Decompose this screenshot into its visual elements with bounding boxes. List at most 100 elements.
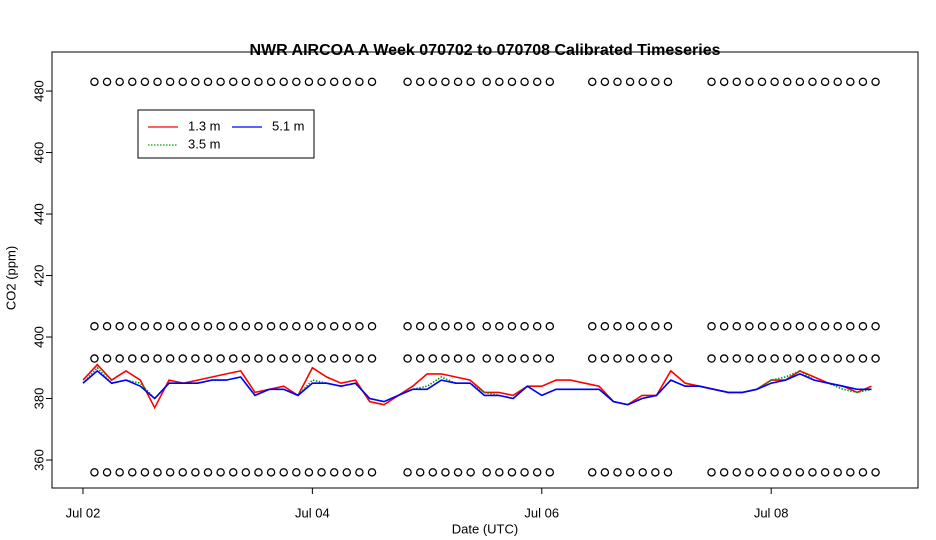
calibration-point [745, 322, 754, 331]
calibration-point [102, 322, 112, 331]
calibration-point [651, 354, 660, 363]
calibration-point [745, 77, 754, 87]
calibration-point [355, 77, 364, 87]
calibration-point [304, 77, 314, 87]
calibration-point [342, 77, 352, 87]
calibration-point [600, 77, 610, 87]
calibration-point [625, 77, 635, 87]
calibration-point [732, 322, 742, 331]
calibration-point [165, 468, 175, 477]
calibration-point [638, 322, 647, 331]
y-tick-label: 400 [31, 326, 46, 348]
calibration-point [203, 468, 213, 477]
calibration-point [858, 354, 868, 363]
calibration-point [428, 354, 438, 363]
calibration-point [707, 77, 716, 87]
calibration-point [216, 77, 225, 87]
calibration-point [191, 322, 200, 331]
calibration-point [732, 354, 742, 363]
calibration-point [846, 322, 855, 331]
calibration-point [795, 468, 805, 477]
calibration-point [241, 77, 251, 87]
calibration-point [441, 468, 450, 477]
calibration-point [770, 354, 779, 363]
calibration-point [203, 354, 213, 363]
calibration-point [428, 77, 438, 87]
calibration-point [140, 354, 150, 363]
calibration-point [757, 322, 767, 331]
calibration-point [441, 322, 450, 331]
calibration-point [329, 77, 339, 87]
calibration-point [507, 77, 517, 87]
calibration-point [203, 322, 213, 331]
calibration-point [707, 354, 716, 363]
chart-title: NWR AIRCOA A Week 070702 to 070708 Calib… [249, 42, 720, 59]
calibration-point [663, 77, 673, 87]
calibration-point [820, 468, 830, 477]
calibration-point [732, 77, 742, 87]
legend-label: 5.1 m [272, 118, 305, 133]
calibration-point [625, 322, 635, 331]
calibration-point [808, 77, 817, 87]
calibration-point [770, 322, 779, 331]
calibration-point [342, 354, 352, 363]
calibration-point [317, 468, 326, 477]
calibration-point [90, 354, 99, 363]
calibration-point [466, 77, 475, 87]
calibration-point [625, 468, 635, 477]
calibration-point [317, 322, 326, 331]
calibration-point [808, 322, 817, 331]
calibration-point [466, 354, 475, 363]
calibration-point [507, 322, 517, 331]
calibration-point [292, 77, 301, 87]
calibration-point [545, 322, 555, 331]
y-tick-label: 360 [31, 449, 46, 471]
calibration-point [329, 322, 339, 331]
calibration-point [165, 354, 175, 363]
calibration-point [254, 77, 263, 87]
calibration-point [795, 322, 805, 331]
calibration-point [140, 468, 150, 477]
plot-frame [51, 51, 919, 489]
calibration-point [415, 322, 425, 331]
series-line [82, 369, 872, 406]
calibration-point [254, 354, 263, 363]
calibration-point [304, 354, 314, 363]
y-tick-label: 440 [31, 203, 46, 225]
calibration-point [304, 468, 314, 477]
calibration-point [833, 468, 842, 477]
calibration-point [428, 322, 438, 331]
calibration-point [833, 77, 842, 87]
calibration-point [90, 322, 99, 331]
legend-box [137, 109, 315, 159]
calibration-point [178, 77, 188, 87]
calibration-point [858, 322, 868, 331]
calibration-point [532, 322, 542, 331]
calibration-point [279, 322, 288, 331]
calibration-point [846, 77, 855, 87]
calibration-point [266, 354, 276, 363]
calibration-point [495, 322, 504, 331]
calibration-point [453, 77, 463, 87]
calibration-point [858, 468, 868, 477]
calibration-point [532, 468, 542, 477]
calibration-point [719, 354, 729, 363]
calibration-point [128, 77, 137, 87]
calibration-point [153, 77, 162, 87]
calibration-point [482, 468, 491, 477]
calibration-point [663, 468, 673, 477]
calibration-point [367, 468, 377, 477]
calibration-point [587, 77, 597, 87]
calibration-point [795, 354, 805, 363]
calibration-point [279, 354, 288, 363]
calibration-point [820, 322, 830, 331]
calibration-point [625, 354, 635, 363]
x-tick-label: Jul 02 [66, 505, 101, 520]
calibration-point [165, 77, 175, 87]
calibration-point [115, 354, 124, 363]
calibration-point [403, 354, 412, 363]
calibration-point [732, 468, 742, 477]
calibration-point [191, 468, 200, 477]
